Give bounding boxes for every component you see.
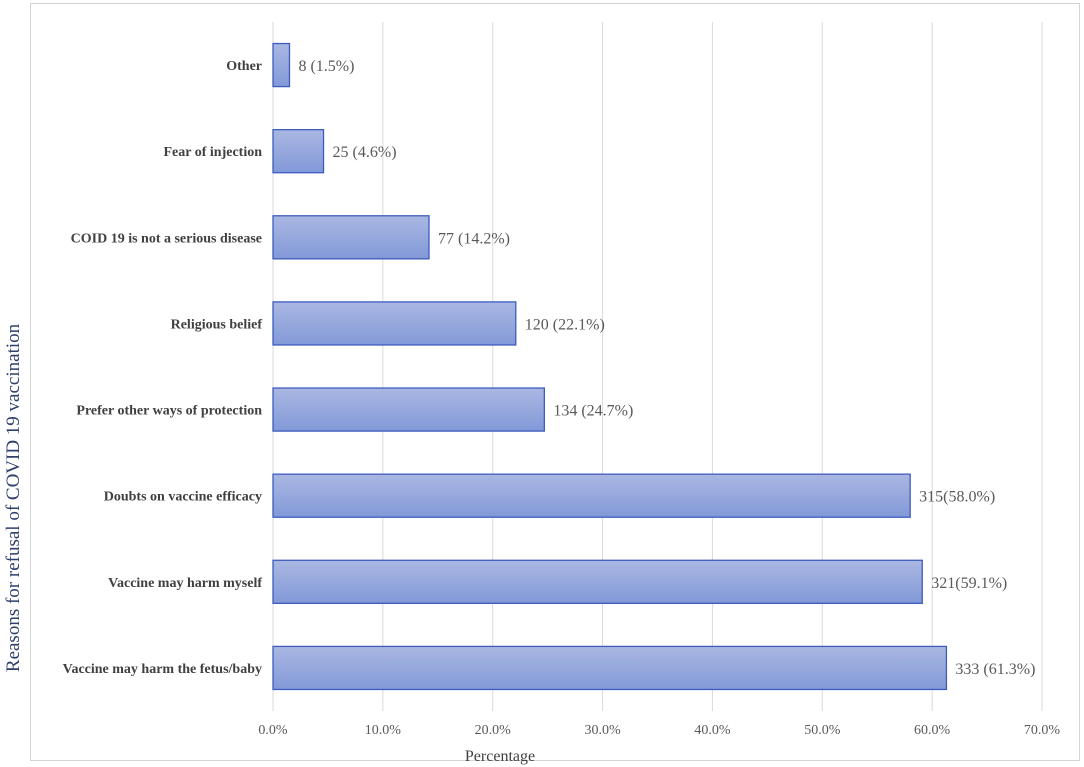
category-label: Vaccine may harm the fetus/baby xyxy=(63,662,262,677)
bar xyxy=(272,473,911,518)
bar xyxy=(272,42,291,88)
data-label: 315(58.0%) xyxy=(919,489,995,506)
data-label: 77 (14.2%) xyxy=(438,230,510,247)
x-tick-label: 60.0% xyxy=(914,723,951,738)
category-label: Religious belief xyxy=(171,317,263,332)
x-tick-label: 0.0% xyxy=(258,723,288,738)
bar xyxy=(272,559,923,604)
data-label: 321(59.1%) xyxy=(931,575,1007,592)
bar xyxy=(272,129,325,174)
bar xyxy=(272,387,545,432)
x-tick-label: 70.0% xyxy=(1024,723,1061,738)
category-label: Other xyxy=(226,59,262,74)
y-axis-title: Reasons for refusal of COVID 19 vaccinat… xyxy=(3,323,24,672)
data-label: 25 (4.6%) xyxy=(333,144,397,161)
chart-frame xyxy=(30,3,1080,761)
category-label: Vaccine may harm myself xyxy=(108,576,262,591)
bar xyxy=(272,215,430,260)
bar xyxy=(272,301,517,346)
labels: 0.0% 10.0% 20.0% 30.0% 40.0% 50.0% 60.0% 70.0% V… xyxy=(63,58,1061,738)
category-label: Fear of injection xyxy=(164,145,263,160)
gridlines xyxy=(272,22,1043,711)
bar xyxy=(272,645,948,691)
category-label: Prefer other ways of protection xyxy=(76,404,262,419)
x-tick-label: 50.0% xyxy=(804,723,841,738)
data-label: 120 (22.1%) xyxy=(525,316,605,333)
category-label: COID 19 is not a serious disease xyxy=(71,231,262,246)
category-label: Doubts on vaccine efficacy xyxy=(104,490,262,505)
bars xyxy=(272,42,948,691)
data-label: 8 (1.5%) xyxy=(298,58,354,75)
data-label: 134 (24.7%) xyxy=(553,403,633,420)
data-label: 333 (61.3%) xyxy=(955,661,1035,678)
x-tick-label: 40.0% xyxy=(694,723,731,738)
x-tick-label: 20.0% xyxy=(475,723,512,738)
x-axis-title: Percentage xyxy=(465,748,535,765)
x-tick-label: 30.0% xyxy=(584,723,621,738)
x-tick-label: 10.0% xyxy=(365,723,402,738)
